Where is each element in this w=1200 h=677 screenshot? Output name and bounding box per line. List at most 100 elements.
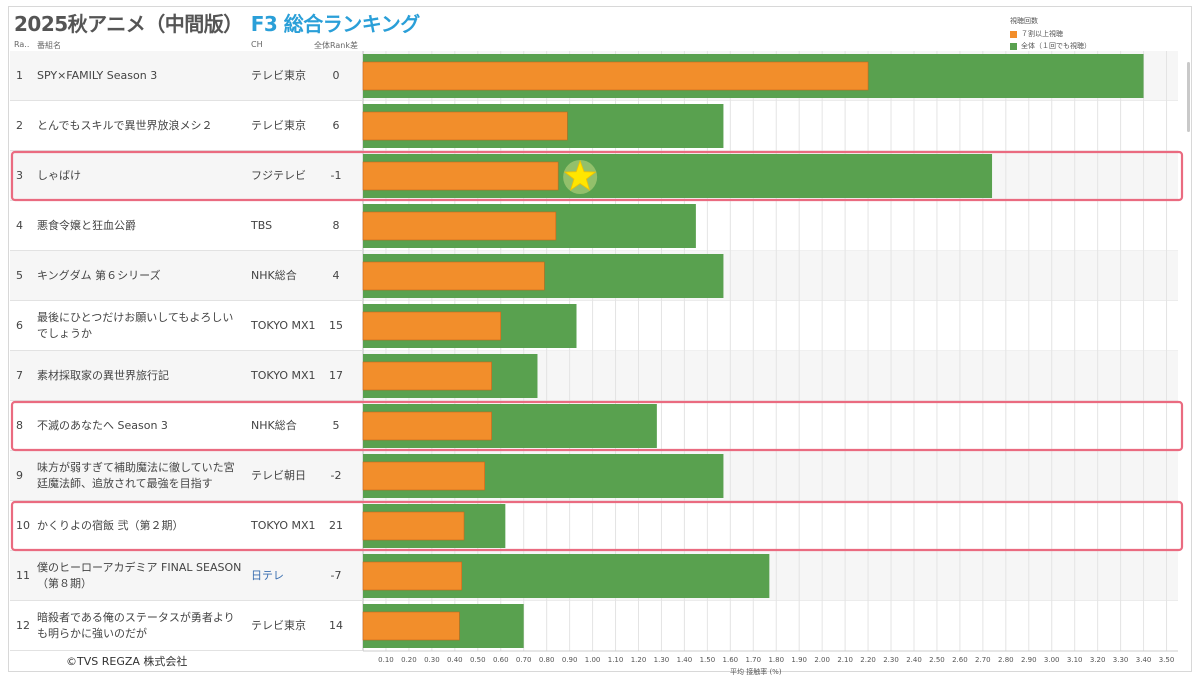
channel-cell: テレビ東京 <box>251 118 306 132</box>
x-tick-label: 1.80 <box>768 656 784 664</box>
legend-item-total[interactable]: 全体（１回でも視聴） <box>1010 41 1091 51</box>
header-rank[interactable]: Ra.. <box>14 40 30 49</box>
rank-cell: 7 <box>16 369 23 382</box>
highlight-box <box>10 400 1184 452</box>
x-tick-label: 1.90 <box>791 656 807 664</box>
x-tick-label: 0.30 <box>424 656 440 664</box>
x-tick-label: 1.20 <box>631 656 647 664</box>
title-cell: 暗殺者である俺のステータスが勇者よりも明らかに強いのだが <box>37 610 235 640</box>
x-tick-label: 3.00 <box>1044 656 1060 664</box>
rank-diff-cell: -7 <box>330 569 342 582</box>
star-icon <box>563 159 597 191</box>
x-tick-label: 2.60 <box>952 656 968 664</box>
x-tick-label: 2.80 <box>998 656 1014 664</box>
x-tick-label: 0.20 <box>401 656 417 664</box>
x-tick-label: 0.70 <box>516 656 532 664</box>
title-cell: 悪食令嬢と狂血公爵 <box>37 218 136 232</box>
bar-completed <box>362 461 485 491</box>
x-tick-label: 2.40 <box>906 656 922 664</box>
x-tick-label: 0.10 <box>378 656 394 664</box>
channel-cell: TOKYO MX1 <box>251 518 316 532</box>
bar-completed <box>362 211 557 241</box>
x-tick-label: 0.80 <box>539 656 555 664</box>
title-cell: かくりよの宿飯 弐（第２期） <box>37 518 184 532</box>
legend: 視聴回数 ７割以上視聴 全体（１回でも視聴） <box>1010 16 1091 53</box>
title-cell: 不滅のあなたへ Season 3 <box>37 418 168 432</box>
rank-cell: 2 <box>16 119 23 132</box>
rank-diff-cell: 0 <box>332 69 340 82</box>
bar-completed <box>362 361 492 391</box>
header-name[interactable]: 番組名 <box>37 41 61 50</box>
x-tick-label: 0.50 <box>470 656 486 664</box>
bar-completed <box>362 311 502 341</box>
rank-cell: 8 <box>16 419 23 432</box>
title-main: 2025秋アニメ（中間版） <box>14 12 243 36</box>
x-tick-label: 0.60 <box>493 656 509 664</box>
x-tick-label: 2.20 <box>860 656 876 664</box>
rank-diff-cell: 21 <box>329 519 343 532</box>
channel-cell: フジテレビ <box>251 168 306 182</box>
rank-cell: 3 <box>16 169 23 182</box>
vertical-scrollbar[interactable] <box>1187 62 1190 132</box>
channel-cell: TOKYO MX1 <box>251 368 316 382</box>
highlight-box <box>10 150 1184 202</box>
table-row[interactable]: 6 最後にひとつだけお願いしてもよろしいでしょうか TOKYO MX1 15 <box>10 301 362 351</box>
table-row[interactable]: 5 キングダム 第６シリーズ NHK総合 4 <box>10 251 362 301</box>
channel-cell: NHK総合 <box>251 418 297 432</box>
title-sub: F3 総合ランキング <box>250 12 420 36</box>
legend-swatch-orange <box>1010 30 1017 38</box>
bar-completed <box>362 511 465 541</box>
title-cell: とんでもスキルで異世界放浪メシ２ <box>37 118 213 132</box>
x-tick-label: 3.20 <box>1090 656 1106 664</box>
rank-cell: 4 <box>16 219 23 232</box>
table-row[interactable]: 7 素材採取家の異世界旅行記 TOKYO MX1 17 <box>10 351 362 401</box>
channel-cell: テレビ朝日 <box>251 468 306 482</box>
table-row[interactable]: 2 とんでもスキルで異世界放浪メシ２ テレビ東京 6 <box>10 101 362 151</box>
channel-cell: TBS <box>251 218 273 232</box>
channel-cell: NHK総合 <box>251 268 297 282</box>
table-row[interactable]: 4 悪食令嬢と狂血公爵 TBS 8 <box>10 201 362 251</box>
page-title: 2025秋アニメ（中間版） F3 総合ランキング <box>14 8 420 37</box>
table-row[interactable]: 11 僕のヒーローアカデミア FINAL SEASON（第８期） 日テレ -7 <box>10 551 362 601</box>
rank-cell: 5 <box>16 269 23 282</box>
x-tick-label: 2.50 <box>929 656 945 664</box>
header-ch[interactable]: CH <box>251 40 263 49</box>
header-diff[interactable]: 全体Rank差 <box>314 41 358 50</box>
title-cell: 最後にひとつだけお願いしてもよろしいでしょうか <box>37 310 234 340</box>
table-row[interactable]: 1 SPY×FAMILY Season 3 テレビ東京 0 <box>10 51 362 101</box>
channel-cell: テレビ東京 <box>251 618 306 632</box>
bar-completed <box>362 61 869 91</box>
table-row[interactable]: 8 不滅のあなたへ Season 3 NHK総合 5 <box>10 401 362 451</box>
x-tick-label: 1.50 <box>700 656 716 664</box>
x-tick-label: 3.10 <box>1067 656 1083 664</box>
rank-cell: 12 <box>16 619 30 632</box>
table-row[interactable]: 10 かくりよの宿飯 弐（第２期） TOKYO MX1 21 <box>10 501 362 551</box>
channel-cell: テレビ東京 <box>251 68 306 82</box>
title-cell: 味方が弱すぎて補助魔法に徹していた宮廷魔法師、追放されて最強を目指す <box>37 460 235 490</box>
title-cell: 素材採取家の異世界旅行記 <box>37 368 169 382</box>
x-tick-label: 2.10 <box>837 656 853 664</box>
rank-diff-cell: 15 <box>329 319 343 332</box>
table-row[interactable]: 3 しゃばけ フジテレビ -1 <box>10 151 362 201</box>
table-row[interactable]: 12 暗殺者である俺のステータスが勇者よりも明らかに強いのだが テレビ東京 14 <box>10 601 362 651</box>
x-tick-label: 2.00 <box>814 656 830 664</box>
rank-diff-cell: 4 <box>332 269 340 282</box>
x-tick-label: 3.30 <box>1113 656 1129 664</box>
rank-cell: 9 <box>16 469 23 482</box>
bar-completed <box>362 261 545 291</box>
table-row[interactable]: 9 味方が弱すぎて補助魔法に徹していた宮廷魔法師、追放されて最強を目指す テレビ… <box>10 451 362 501</box>
rank-cell: 11 <box>16 569 30 582</box>
x-axis-title: 平均 接触率 (%) <box>730 668 782 676</box>
x-tick-label: 3.50 <box>1159 656 1175 664</box>
legend-title: 視聴回数 <box>1010 17 1038 25</box>
bar-completed <box>362 411 492 441</box>
x-tick-label: 1.70 <box>745 656 761 664</box>
x-tick-label: 1.10 <box>608 656 624 664</box>
rank-diff-cell: 8 <box>332 219 340 232</box>
legend-item-completed[interactable]: ７割以上視聴 <box>1010 29 1091 39</box>
channel-cell: TOKYO MX1 <box>251 318 316 332</box>
bar-completed <box>362 561 463 591</box>
x-tick-label: 2.30 <box>883 656 899 664</box>
legend-label: 全体（１回でも視聴） <box>1021 42 1091 50</box>
